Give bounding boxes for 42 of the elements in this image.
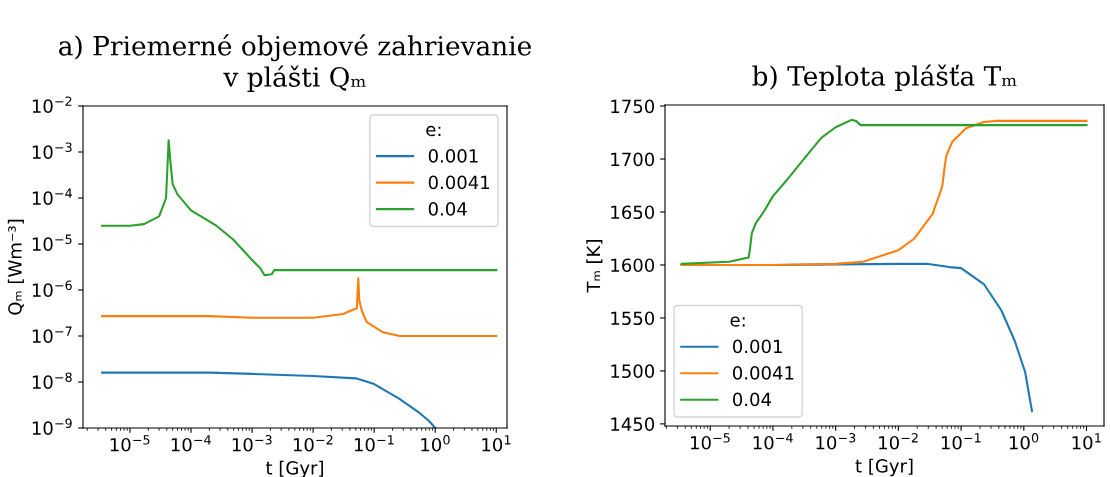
legend-label: 0.04	[428, 202, 467, 216]
y-tick-label: 10$^{−2}$	[32, 96, 72, 113]
x-tick-label: 10$^{−2}$	[293, 435, 333, 452]
y-tick-label: 1650	[611, 205, 655, 220]
x-tick-label: 10$^{−5}$	[110, 435, 150, 452]
x-tick-label: 10$^{−3}$	[232, 435, 272, 452]
legend-label: 0.04	[733, 392, 771, 407]
y-tick-label: 10$^{−7}$	[32, 326, 72, 343]
legend-label: 0.0041	[428, 175, 490, 190]
y-axis-title: Qₘ [Wm⁻³]	[7, 219, 24, 315]
x-tick-label: 10$^{0}$	[1009, 433, 1039, 450]
y-tick-label: 1550	[611, 311, 655, 326]
legend-title: e:	[426, 125, 441, 137]
legend-title: e:	[730, 316, 745, 327]
x-axis-title: t [Gyr]	[855, 458, 913, 477]
y-tick-label: 1750	[611, 99, 655, 114]
x-tick-label: 10$^{1}$	[1072, 433, 1101, 450]
y-tick-label: 10$^{−6}$	[32, 280, 72, 297]
x-tick-label: 10$^{−4}$	[171, 435, 211, 452]
x-tick-label: 10$^{−3}$	[816, 433, 856, 450]
chart-title: b) Teplota plášťa Tₘ	[752, 64, 1017, 92]
legend-label: 0.0041	[733, 366, 794, 380]
chart-title: a) Priemerné objemové zahrievanie v plášti Qₘ	[59, 34, 531, 93]
y-tick-label: 10$^{−9}$	[32, 418, 72, 435]
y-tick-label: 10$^{−8}$	[32, 372, 72, 389]
x-tick-label: 10$^{−1}$	[941, 433, 981, 450]
y-tick-label: 1600	[611, 258, 655, 273]
y-axis-title: Tₘ [K]	[586, 240, 603, 293]
x-tick-label: 10$^{1}$	[482, 435, 511, 452]
legend-label: 0.001	[733, 339, 782, 354]
y-tick-label: 1700	[611, 152, 655, 167]
y-tick-label: 10$^{−5}$	[32, 234, 72, 251]
y-tick-label: 1500	[611, 364, 655, 379]
y-tick-label: 10$^{−3}$	[32, 142, 72, 159]
y-tick-label: 10$^{−4}$	[32, 188, 72, 205]
x-tick-label: 10$^{−4}$	[753, 433, 793, 450]
x-tick-label: 10$^{−1}$	[354, 435, 394, 452]
x-tick-label: 10$^{0}$	[421, 435, 450, 452]
y-tick-label: 1450	[611, 417, 655, 431]
x-tick-label: 10$^{−5}$	[691, 433, 730, 450]
legend-label: 0.001	[428, 149, 478, 163]
x-tick-label: 10$^{−2}$	[879, 433, 918, 450]
